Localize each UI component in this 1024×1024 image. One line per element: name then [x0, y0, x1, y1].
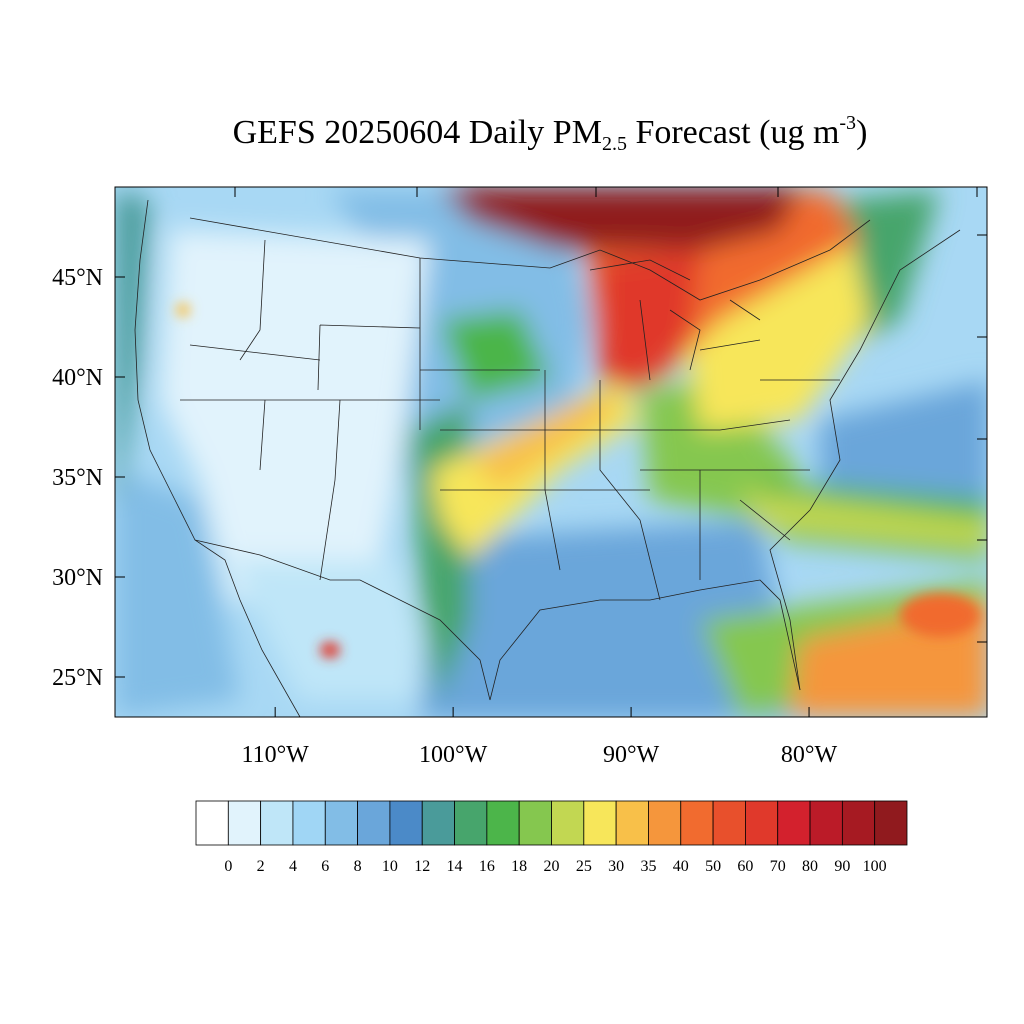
latitude-axis: 45°N 40°N 35°N 30°N 25°N: [52, 234, 987, 691]
colorbar-swatch: [615, 800, 649, 846]
state-boundaries: [134, 199, 961, 717]
state-lines-north: [189, 239, 540, 430]
colorbar-swatch: [195, 800, 229, 846]
colorbar-label: 16: [479, 858, 495, 875]
lat-tick-label: 40°N: [52, 365, 103, 391]
colorbar-swatch: [551, 800, 585, 846]
lat-tick-label: 45°N: [52, 265, 103, 291]
west-clean-region: [160, 230, 430, 610]
colorbar-label: 80: [802, 858, 818, 875]
colorbar-swatch: [809, 800, 843, 846]
colorbar-label: 4: [289, 858, 297, 875]
colorbar-swatch: [454, 800, 488, 846]
colorbar-swatch: [712, 800, 746, 846]
southwest-light-region: [230, 560, 440, 700]
atlantic-yellow-band: [740, 490, 987, 550]
east-coast: [769, 229, 961, 691]
lon-tick-label: 80°W: [781, 742, 838, 768]
title-prefix: GEFS 20250604 Daily PM: [232, 114, 602, 151]
colorbar-label: 6: [321, 858, 329, 875]
colorbar-label: 70: [770, 858, 786, 875]
great-lakes-outline: [589, 259, 761, 381]
map-title: GEFS 20250604 Daily PM2.5 Forecast (ug m…: [0, 112, 1024, 156]
title-suffix: Forecast (ug m: [626, 114, 840, 151]
colorbar-swatch: [324, 800, 358, 846]
colorbar-swatch: [841, 800, 876, 846]
oregon-hotspot: [176, 303, 190, 317]
baja-hotspot: [320, 642, 340, 658]
colorbar-swatch: [777, 800, 811, 846]
west-coast-outline: [134, 199, 301, 717]
lon-tick-label: 110°W: [241, 742, 309, 768]
state-lines-central: [180, 370, 650, 581]
mexico-border: [194, 539, 491, 701]
colorbar-label: 2: [257, 858, 265, 875]
colorbar-label: 8: [354, 858, 362, 875]
canada-border: [189, 217, 871, 301]
colorbar-swatch: [389, 800, 423, 846]
state-lines-east: [599, 379, 840, 601]
colorbar-label: 14: [447, 858, 463, 875]
lat-tick-label: 35°N: [52, 465, 103, 491]
colorbar-label: 0: [224, 858, 232, 875]
colorbar-label: 10: [382, 858, 398, 875]
colorbar-swatch: [421, 800, 455, 846]
colorbar-swatch: [260, 800, 294, 846]
colorbar-label: 25: [576, 858, 592, 875]
appalachian-green-region: [640, 380, 800, 520]
northern-plains-green: [440, 310, 550, 400]
colorbar-label: 100: [863, 858, 887, 875]
colorbar-swatch: [680, 800, 714, 846]
canadian-smoke-darkred: [440, 187, 800, 250]
title-superscript: -3: [839, 112, 857, 134]
lat-tick-label: 25°N: [52, 665, 103, 691]
longitude-axis: 110°W 100°W 90°W 80°W: [234, 187, 978, 768]
caribbean-hotspot: [900, 593, 980, 637]
title-subscript: 2.5: [601, 133, 627, 155]
colorbar-label: 60: [737, 858, 753, 875]
lon-tick-label: 100°W: [419, 742, 488, 768]
map-frame: [114, 186, 988, 718]
lon-tick-label: 90°W: [603, 742, 660, 768]
gulf-coast: [489, 579, 801, 701]
colorbar-label: 18: [511, 858, 527, 875]
colorbar-swatch: [518, 800, 552, 846]
colorbar-label: 35: [640, 858, 656, 875]
colorbar-swatch: [648, 800, 682, 846]
colorbar-label: 20: [544, 858, 560, 875]
west-coast-green-strip: [115, 190, 150, 500]
colorbar-label: 90: [834, 858, 850, 875]
colorbar-swatch: [357, 800, 391, 846]
colorbar-swatch: [292, 800, 326, 846]
pm25-field: [115, 187, 987, 717]
colorbar-swatch: [874, 800, 908, 846]
colorbar-label: 30: [608, 858, 624, 875]
gulf-blue-region: [420, 520, 800, 717]
colorbar-swatch: [583, 800, 617, 846]
lat-tick-label: 30°N: [52, 565, 103, 591]
colorbar-swatch: [745, 800, 779, 846]
colorbar: 0 2 4 6 8 10 12 14 16 18 20 25 30 35 40 50 60 70 80 90 100: [195, 800, 908, 875]
pacific-blue-region: [115, 470, 240, 717]
colorbar-swatch: [486, 800, 520, 846]
colorbar-swatch: [227, 800, 262, 846]
title-close: ): [856, 114, 868, 151]
colorbar-label: 12: [414, 858, 430, 875]
colorbar-label: 40: [673, 858, 689, 875]
colorbar-label: 50: [705, 858, 721, 875]
